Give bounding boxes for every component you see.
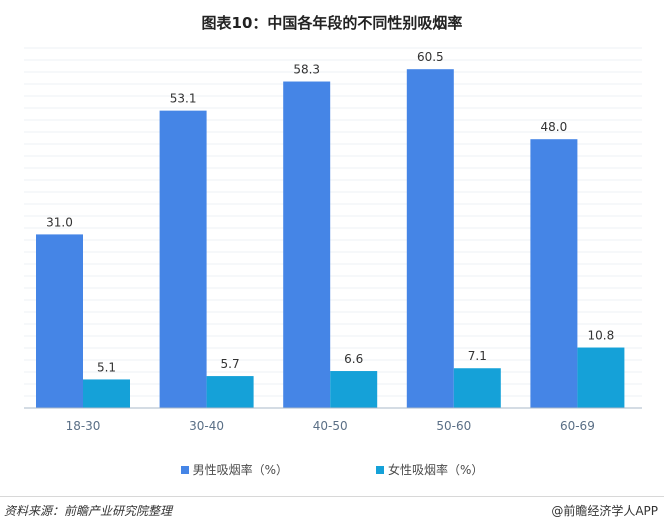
legend-label-male: 男性吸烟率（%） <box>192 463 288 477</box>
bar-male-30-40 <box>159 110 207 408</box>
bar-female-18-30 <box>83 379 130 408</box>
legend-swatch-male <box>180 465 189 474</box>
bar-male-18-30 <box>36 234 83 408</box>
legend-label-female: 女性吸烟率（%） <box>388 463 484 477</box>
value-label-female-40-50: 6.6 <box>344 352 363 366</box>
source-note: 资料来源：前瞻产业研究院整理 <box>4 504 173 518</box>
value-label-male-30-40: 53.1 <box>170 92 197 106</box>
value-label-female-18-30: 5.1 <box>97 360 116 374</box>
x-tick-label-50-60: 50-60 <box>436 419 471 433</box>
bar-male-40-50 <box>283 81 331 409</box>
value-label-male-60-69: 48.0 <box>541 120 568 134</box>
bar-male-60-69 <box>530 139 578 408</box>
legend-item-male: 男性吸烟率（%） <box>180 461 288 478</box>
bar-female-50-60 <box>453 368 501 408</box>
bar-male-50-60 <box>406 69 454 408</box>
value-label-female-60-69: 10.8 <box>588 329 615 343</box>
value-label-female-30-40: 5.7 <box>221 357 240 371</box>
value-label-female-50-60: 7.1 <box>468 349 487 363</box>
x-tick-label-18-30: 18-30 <box>66 419 101 433</box>
bar-chart: 31.0 5.1 53.1 5.7 58.3 6.6 60.5 7.1 48.0 10.8 18-… <box>24 47 642 433</box>
value-labels: 31.0 5.1 53.1 5.7 58.3 6.6 60.5 7.1 48.0 10.8 <box>46 50 614 374</box>
legend: 男性吸烟率（%） 女性吸烟率（%） <box>0 461 664 478</box>
brand-credit: @前瞻经济学人APP <box>551 504 658 518</box>
footer-divider <box>0 496 664 497</box>
value-label-male-50-60: 60.5 <box>417 50 444 64</box>
legend-swatch-female <box>376 465 384 474</box>
bars <box>36 69 625 409</box>
x-tick-labels: 18-30 30-40 40-50 50-60 60-69 <box>66 419 595 433</box>
x-tick-label-40-50: 40-50 <box>313 419 348 433</box>
bar-female-30-40 <box>206 376 254 408</box>
x-tick-label-60-69: 60-69 <box>560 419 595 433</box>
x-tick-label-30-40: 30-40 <box>189 419 224 433</box>
legend-item-female: 女性吸烟率（%） <box>376 461 483 478</box>
value-label-male-18-30: 31.0 <box>46 215 73 229</box>
value-label-male-40-50: 58.3 <box>293 63 320 77</box>
chart-title: 图表10：中国各年段的不同性别吸烟率 <box>201 14 463 32</box>
bar-female-40-50 <box>330 371 378 408</box>
bar-female-60-69 <box>577 347 625 408</box>
